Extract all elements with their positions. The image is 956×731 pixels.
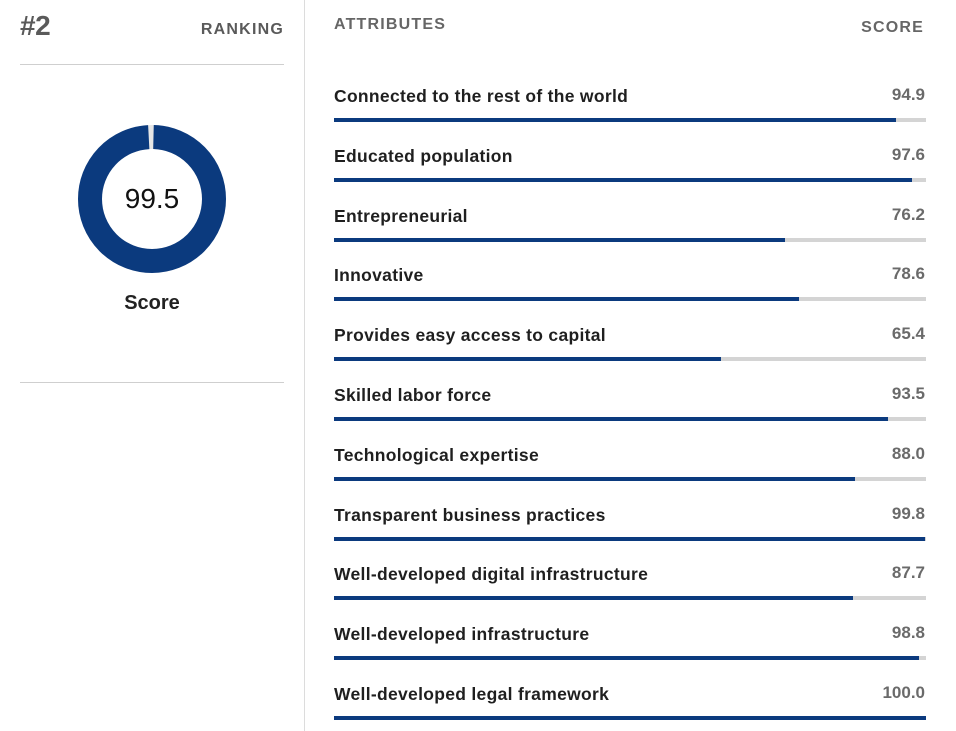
score-bar-track — [334, 118, 926, 122]
attribute-row: Provides easy access to capital 65.4 — [334, 323, 926, 383]
attribute-label: Well-developed digital infrastructure — [334, 564, 649, 585]
score-header: SCORE — [861, 19, 924, 36]
score-bar-track — [334, 357, 926, 362]
attribute-label: Technological expertise — [334, 444, 539, 465]
score-bar-fill — [334, 476, 855, 481]
attribute-label: Innovative — [334, 265, 424, 286]
attribute-row: Skilled labor force 93.5 — [334, 383, 926, 443]
score-bar-track — [334, 715, 926, 720]
attribute-score: 99.8 — [891, 503, 925, 523]
attribute-list: Connected to the rest of the world 94.9 Ed… — [334, 84, 926, 731]
attribute-score: 97.6 — [891, 144, 925, 164]
overall-score-value: 99.5 — [124, 183, 180, 214]
attribute-score: 78.6 — [891, 264, 925, 284]
ranking-panel: #2 RANKING 99.5 Score — [20, 0, 284, 731]
score-bar-track — [334, 177, 926, 182]
attribute-score: 94.9 — [891, 85, 925, 104]
attribute-row: Educated population 97.6 — [334, 144, 926, 204]
attributes-header: ATTRIBUTES — [334, 16, 447, 33]
score-bar-fill — [334, 357, 722, 362]
attribute-score: 76.2 — [891, 204, 925, 224]
attribute-row: Transparent business practices 99.8 — [334, 503, 926, 563]
attribute-label: Transparent business practices — [334, 504, 606, 525]
score-bar-fill — [334, 297, 800, 302]
attribute-row: Well-developed legal framework 100.0 — [334, 682, 926, 731]
score-bar-fill — [334, 177, 912, 182]
score-bar-track — [334, 656, 926, 661]
attributes-panel: ATTRIBUTES SCORE Connected to the rest o… — [334, 0, 926, 731]
attribute-score: 65.4 — [891, 324, 925, 344]
attribute-row: Innovative 78.6 — [334, 263, 926, 323]
score-bar-track — [334, 476, 926, 481]
donut-arc — [78, 125, 226, 273]
divider — [20, 382, 284, 383]
attribute-score: 87.7 — [891, 563, 925, 583]
score-bar-fill — [334, 656, 919, 661]
score-bar-track — [334, 596, 926, 601]
score-donut: 99.5 — [76, 123, 228, 275]
ranking-header: #2 RANKING — [20, 8, 284, 52]
score-bar-fill — [334, 237, 786, 242]
score-bar-track — [334, 536, 926, 541]
attribute-row: Entrepreneurial 76.2 — [334, 204, 926, 264]
score-bar-track — [334, 237, 926, 242]
attribute-label: Entrepreneurial — [334, 205, 468, 226]
attribute-label: Provides easy access to capital — [334, 325, 606, 346]
rank-number: #2 — [20, 10, 51, 41]
attribute-row: Connected to the rest of the world 94.9 — [334, 84, 926, 144]
attribute-label: Connected to the rest of the world — [334, 86, 629, 106]
divider — [20, 64, 284, 65]
score-bar-fill — [334, 416, 888, 421]
attribute-score: 93.5 — [891, 383, 925, 403]
attribute-row: Technological expertise 88.0 — [334, 443, 926, 503]
score-bar-fill — [334, 715, 926, 720]
attribute-label: Educated population — [334, 145, 513, 166]
score-bar-fill — [334, 596, 854, 601]
attribute-score: 100.0 — [882, 682, 925, 702]
ranking-label: RANKING — [200, 21, 284, 38]
attribute-score: 98.8 — [891, 623, 925, 643]
vertical-divider — [304, 0, 305, 731]
attribute-label: Well-developed legal framework — [334, 683, 610, 704]
score-bar-track — [334, 416, 926, 421]
attribute-row: Well-developed digital infrastructure 87.… — [334, 562, 926, 622]
overall-score-caption: Score — [124, 292, 180, 314]
score-bar-fill — [334, 118, 896, 122]
attribute-label: Well-developed infrastructure — [334, 624, 590, 645]
score-bar-fill — [334, 536, 925, 541]
donut-chart — [78, 125, 226, 273]
attribute-row: Well-developed infrastructure 98.8 — [334, 622, 926, 682]
attribute-label: Skilled labor force — [334, 384, 492, 405]
score-bar-track — [334, 297, 926, 302]
attribute-score: 88.0 — [891, 443, 925, 463]
